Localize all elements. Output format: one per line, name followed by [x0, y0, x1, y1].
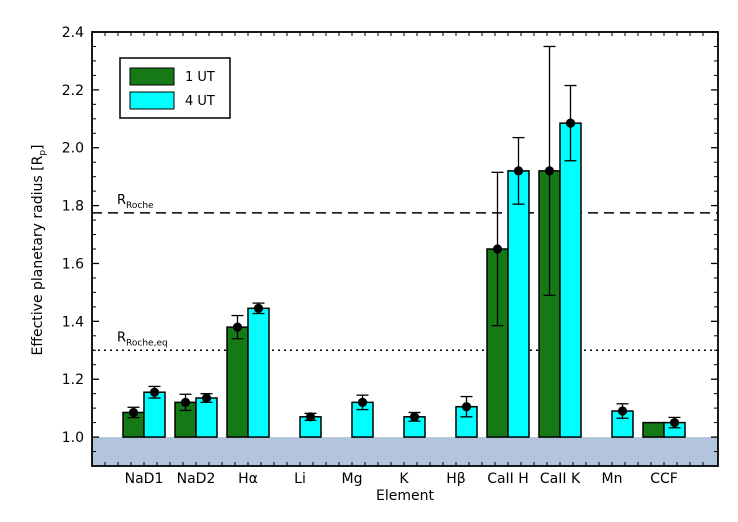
y-axis-label-sub: p [38, 150, 48, 156]
legend-label-1ut: 1 UT [185, 70, 215, 85]
marker-Li-1 [305, 412, 316, 422]
y-tick-label: 2.0 [62, 141, 84, 157]
bar-CCF-1ut [642, 421, 665, 438]
marker-NaD2-1 [201, 393, 212, 403]
bar-CaII H-4ut [507, 170, 530, 438]
x-tick-label-10: CCF [650, 471, 678, 487]
bar-NaD1-4ut [143, 391, 166, 438]
legend-swatch-4ut [129, 91, 175, 110]
marker-Hα-0 [232, 322, 243, 332]
bar-Hα-1ut [226, 326, 249, 438]
x-tick-label-3: Li [294, 471, 306, 487]
marker-Mg-1 [357, 397, 368, 407]
roche-eq-label: RRoche,eq [117, 330, 168, 348]
shaded-region [92, 437, 718, 466]
y-tick-label: 1.8 [62, 199, 84, 215]
roche-eq-label-sub: Roche,eq [126, 338, 168, 348]
marker-CaII K-1 [565, 118, 576, 128]
marker-CaII H-1 [513, 166, 524, 176]
x-tick-label-7: CaII H [487, 471, 529, 487]
bar-Hα-4ut [247, 307, 270, 438]
marker-K-1 [409, 412, 420, 422]
reference-lines [92, 212, 718, 352]
marker-CaII H-0 [492, 244, 503, 254]
x-tick-label-2: Hα [238, 471, 258, 487]
legend: 1 UT 4 UT [119, 57, 231, 119]
bar-NaD2-4ut [195, 397, 218, 438]
roche-eq-label-main: R [117, 330, 126, 345]
marker-Hβ-1 [461, 402, 472, 412]
y-tick-label: 1.4 [62, 314, 84, 330]
bars [122, 45, 686, 438]
marker-CaII K-0 [544, 166, 555, 176]
x-tick-label-9: Mn [602, 471, 623, 487]
legend-label-4ut: 4 UT [185, 94, 215, 109]
x-tick-label-1: NaD2 [177, 471, 216, 487]
marker-NaD1-0 [128, 407, 139, 418]
y-axis-label: Effective planetary radius [Rp] [30, 144, 48, 355]
y-tick-label: 1.2 [62, 372, 84, 388]
x-tick-label-0: NaD1 [125, 471, 164, 487]
bar-CaII K-4ut [559, 122, 582, 438]
y-axis-label-close: ] [30, 144, 46, 149]
axes: 1.0 1.2 1.4 1.6 1.8 2.0 2.2 2.4 NaD1 NaD2 Hα Li Mg K H… [62, 25, 719, 487]
y-tick-label: 2.4 [62, 25, 84, 41]
x-tick-label-5: K [399, 471, 409, 487]
y-tick-label: 1.0 [62, 430, 84, 446]
roche-label-sub: Roche [126, 201, 154, 211]
marker-Mn-1 [617, 406, 628, 416]
y-axis-label-main: Effective planetary radius [R [30, 155, 46, 355]
marker-NaD2-0 [180, 397, 191, 407]
marker-CCF-1 [669, 418, 680, 428]
y-tick-label: 2.2 [62, 83, 84, 99]
roche-label: RRoche [117, 193, 154, 211]
legend-swatch-1ut [129, 67, 175, 86]
roche-label-main: R [117, 193, 126, 208]
x-tick-label-6: Hβ [446, 471, 465, 487]
marker-Hα-1 [253, 303, 264, 313]
x-tick-label-4: Mg [342, 471, 363, 487]
x-tick-label-8: CaII K [540, 471, 581, 487]
x-axis-label: Element [376, 488, 434, 504]
y-tick-label: 1.6 [62, 256, 84, 272]
marker-NaD1-1 [149, 387, 160, 397]
